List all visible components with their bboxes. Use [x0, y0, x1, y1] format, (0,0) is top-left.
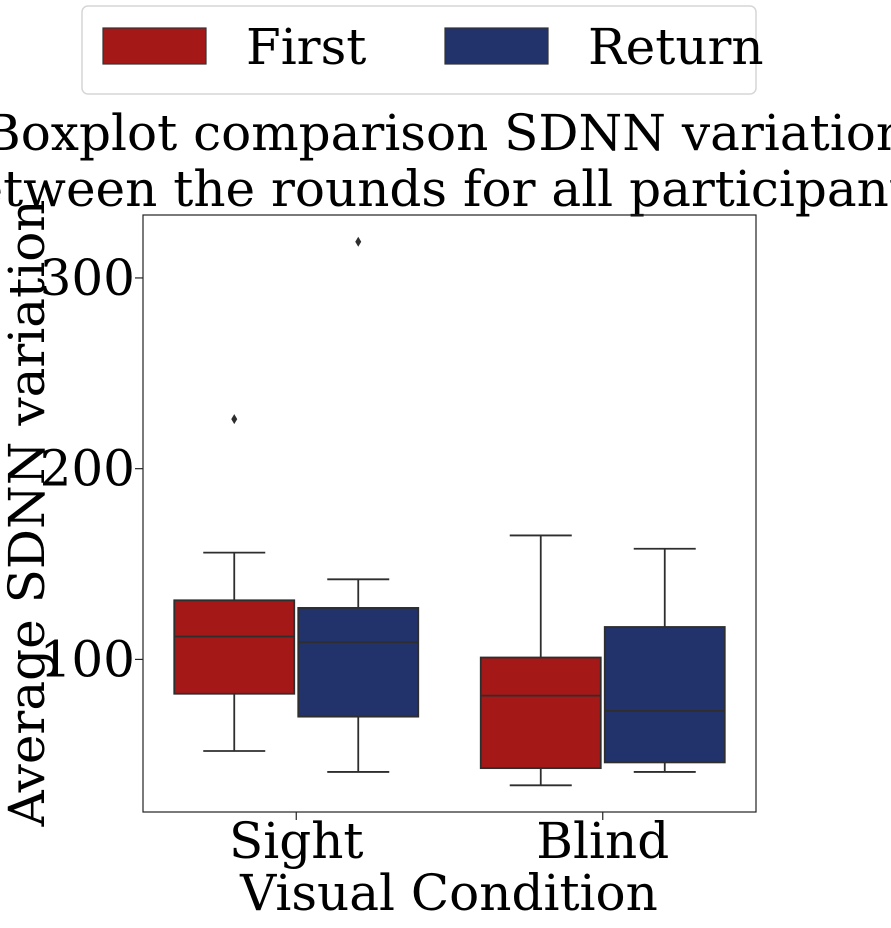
legend-label-return: Return [588, 18, 764, 76]
legend-label-first: First [246, 18, 366, 76]
x-axis: Sight Blind [229, 812, 669, 870]
box-first-blind [479, 534, 602, 787]
legend-swatch-return [444, 27, 549, 65]
outlier-point [231, 414, 238, 425]
outlier-point [355, 236, 362, 247]
x-axis-label: Visual Condition [239, 864, 658, 922]
box-series [173, 236, 726, 787]
y-axis: 100 200 300 [40, 249, 143, 688]
x-tick-label: Blind [536, 812, 669, 870]
box-iqr [479, 656, 602, 770]
box-iqr [603, 626, 726, 764]
box-first-sight [173, 414, 296, 752]
legend: First Return [81, 5, 764, 95]
y-axis-label: Average SDNN variation [0, 199, 56, 827]
box-iqr [297, 607, 420, 718]
y-tick-label: 200 [40, 440, 135, 498]
box-return-blind [603, 547, 726, 773]
y-tick-label: 100 [40, 630, 135, 688]
box-iqr [173, 599, 296, 695]
legend-swatch-first [102, 27, 207, 65]
legend-frame [81, 5, 757, 95]
box-return-sight [297, 236, 420, 773]
x-tick-label: Sight [229, 812, 364, 870]
plot-area [142, 214, 757, 813]
y-tick-label: 300 [40, 249, 135, 307]
chart-title-line-1: Boxplot comparison SDNN variation [0, 104, 891, 162]
chart-title-line-2: between the rounds for all participants. [0, 160, 891, 218]
